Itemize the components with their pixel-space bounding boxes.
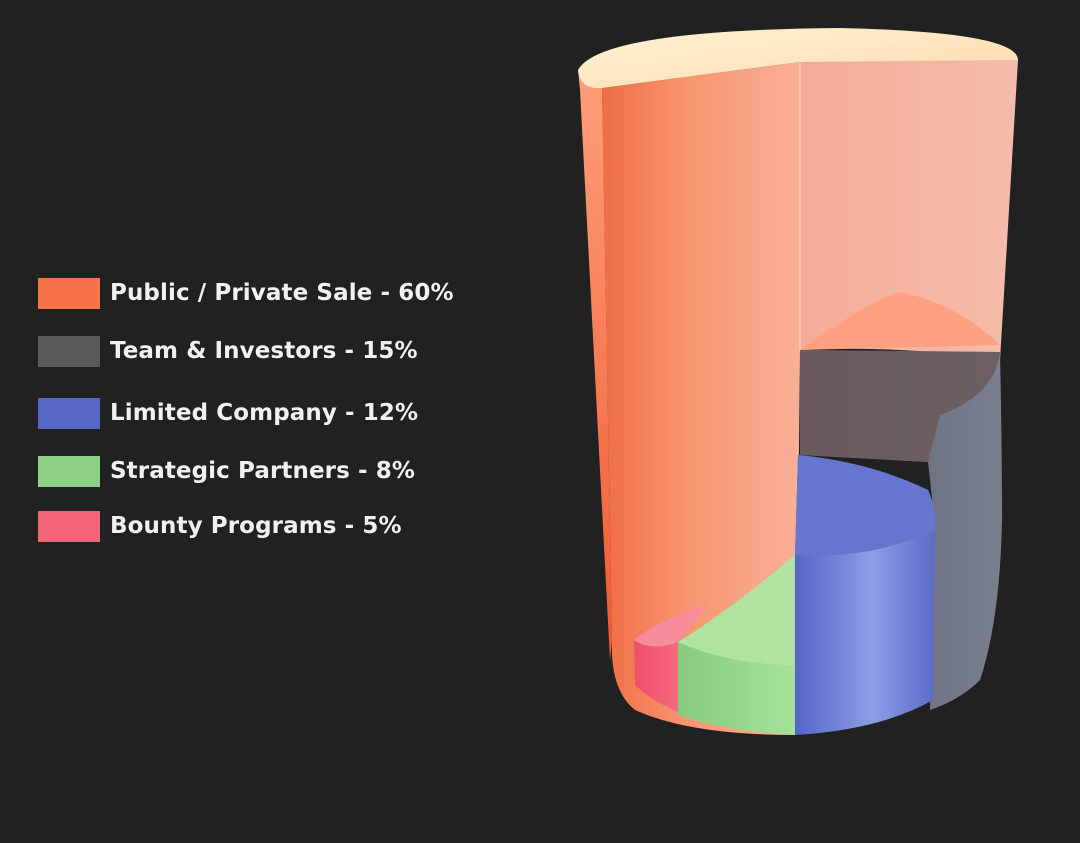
legend-item-team-investors: Team & Investors - 15% — [38, 334, 418, 368]
slice-bounty-programs-top — [634, 605, 708, 647]
slice-public-private-sale — [578, 62, 800, 735]
legend-swatch-strategic-partners — [38, 455, 100, 487]
legend-swatch-limited-company — [38, 397, 100, 429]
legend-swatch-public-private-sale — [38, 277, 100, 309]
slice-public-private-sale-wedge-top — [800, 292, 1000, 350]
legend-item-strategic-partners: Strategic Partners - 8% — [38, 454, 415, 488]
cylinder-pie-chart — [578, 28, 1018, 735]
slice-team-investors-top — [800, 350, 1000, 462]
legend-label-limited-company: Limited Company - 12% — [110, 400, 419, 426]
legend-item-limited-company: Limited Company - 12% — [38, 396, 418, 430]
chart-legend: Public / Private Sale - 60% Team & Inves… — [38, 276, 518, 556]
slice-limited-company-top — [795, 455, 936, 556]
legend-label-strategic-partners: Strategic Partners - 8% — [110, 458, 416, 484]
legend-label-team-investors: Team & Investors - 15% — [110, 338, 418, 364]
legend-swatch-team-investors — [38, 335, 100, 367]
legend-swatch-bounty-programs — [38, 510, 100, 542]
legend-item-public-private-sale: Public / Private Sale - 60% — [38, 276, 454, 310]
slice-public-private-sale-edge — [578, 70, 612, 660]
slice-public-private-sale-inner-wall — [800, 50, 1018, 360]
legend-item-bounty-programs: Bounty Programs - 5% — [38, 509, 402, 543]
legend-label-bounty-programs: Bounty Programs - 5% — [110, 513, 402, 539]
slice-public-private-sale-top — [578, 28, 1018, 89]
slice-strategic-partners-top — [678, 555, 795, 665]
legend-label-public-private-sale: Public / Private Sale - 60% — [110, 280, 454, 306]
